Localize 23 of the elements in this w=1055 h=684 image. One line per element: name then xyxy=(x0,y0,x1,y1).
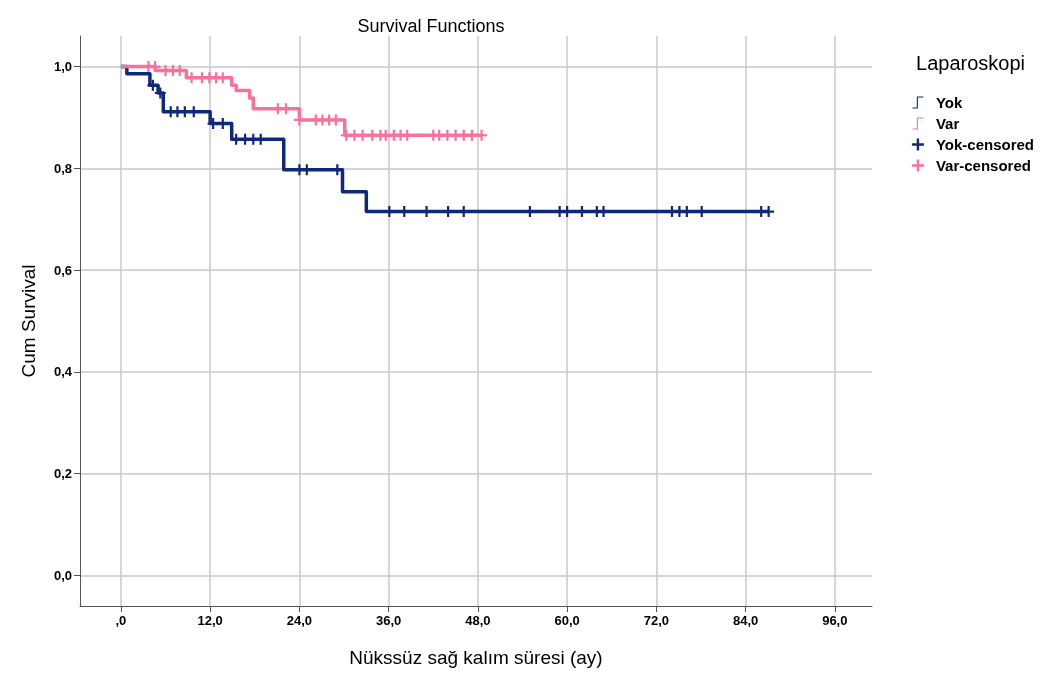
y-tick-label: 0,6 xyxy=(53,262,72,278)
chart-title: Survival Functions xyxy=(357,16,505,36)
y-tick-label: 0,2 xyxy=(53,466,72,482)
y-tick-label: 0,8 xyxy=(53,160,72,176)
x-tick-label: 72,0 xyxy=(643,613,669,628)
legend-label: Var xyxy=(935,115,960,132)
x-tick-label: 60,0 xyxy=(554,613,580,628)
x-tick-label: 24,0 xyxy=(286,613,313,628)
x-axis-title: Nükssüz sağ kalım süresi (ay) xyxy=(349,647,603,668)
x-tick-label: 48,0 xyxy=(465,613,491,628)
y-tick-label: 0,0 xyxy=(53,567,72,583)
y-tick-label: 1,0 xyxy=(53,59,72,75)
legend-title: Laparoskopi xyxy=(916,52,1025,74)
x-tick-label: 96,0 xyxy=(822,613,848,628)
x-tick-label: ,0 xyxy=(115,613,127,628)
legend-label: Yok xyxy=(935,94,963,111)
y-axis-title: Cum Survival xyxy=(18,264,39,378)
y-tick-label: 0,4 xyxy=(53,364,73,380)
x-tick-label: 84,0 xyxy=(732,613,759,628)
x-tick-label: 36,0 xyxy=(375,613,402,628)
x-tick-label: 12,0 xyxy=(197,613,223,628)
legend-label: Yok-censored xyxy=(935,136,1035,153)
legend-label: Var-censored xyxy=(935,157,1031,174)
